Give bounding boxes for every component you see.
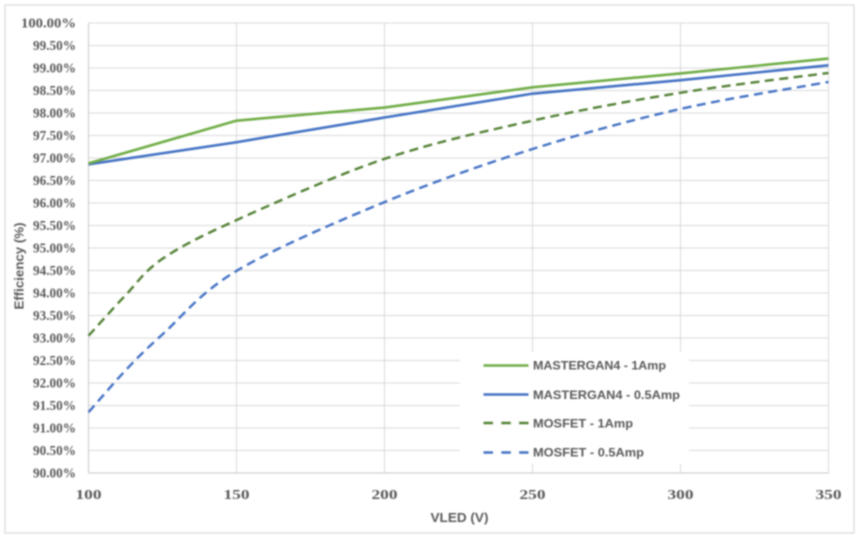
- svg-text:96.00%: 96.00%: [33, 197, 76, 212]
- svg-text:90.50%: 90.50%: [33, 444, 76, 459]
- svg-text:99.00%: 99.00%: [33, 62, 76, 77]
- svg-text:MASTERGAN4 - 1Amp: MASTERGAN4 - 1Amp: [533, 359, 666, 373]
- svg-text:93.50%: 93.50%: [33, 309, 76, 324]
- svg-text:100: 100: [76, 488, 102, 503]
- svg-text:MOSFET - 1Amp: MOSFET - 1Amp: [533, 416, 633, 430]
- svg-text:350: 350: [816, 488, 842, 503]
- svg-text:94.50%: 94.50%: [33, 264, 76, 279]
- svg-text:91.00%: 91.00%: [33, 422, 76, 437]
- svg-text:93.00%: 93.00%: [33, 332, 76, 347]
- svg-text:250: 250: [520, 488, 546, 503]
- svg-text:97.50%: 97.50%: [33, 129, 76, 144]
- svg-text:92.50%: 92.50%: [33, 354, 76, 369]
- svg-text:99.50%: 99.50%: [33, 39, 76, 54]
- svg-text:100.00%: 100.00%: [21, 17, 76, 32]
- svg-text:200: 200: [372, 488, 398, 503]
- svg-text:300: 300: [668, 488, 694, 503]
- svg-text:91.50%: 91.50%: [33, 399, 76, 414]
- svg-text:95.50%: 95.50%: [33, 219, 76, 234]
- svg-text:150: 150: [224, 488, 250, 503]
- svg-text:94.00%: 94.00%: [33, 287, 76, 302]
- svg-text:98.00%: 98.00%: [33, 107, 76, 122]
- svg-text:97.00%: 97.00%: [33, 152, 76, 167]
- svg-text:Efficiency (%): Efficiency (%): [12, 223, 27, 310]
- svg-text:96.50%: 96.50%: [33, 174, 76, 189]
- svg-text:MASTERGAN4 - 0.5Amp: MASTERGAN4 - 0.5Amp: [533, 388, 680, 402]
- svg-text:90.00%: 90.00%: [33, 467, 76, 482]
- svg-text:95.00%: 95.00%: [33, 242, 76, 257]
- svg-text:98.50%: 98.50%: [33, 84, 76, 99]
- svg-text:VLED (V): VLED (V): [431, 510, 489, 525]
- svg-text:92.00%: 92.00%: [33, 377, 76, 392]
- svg-text:MOSFET - 0.5Amp: MOSFET - 0.5Amp: [533, 446, 644, 460]
